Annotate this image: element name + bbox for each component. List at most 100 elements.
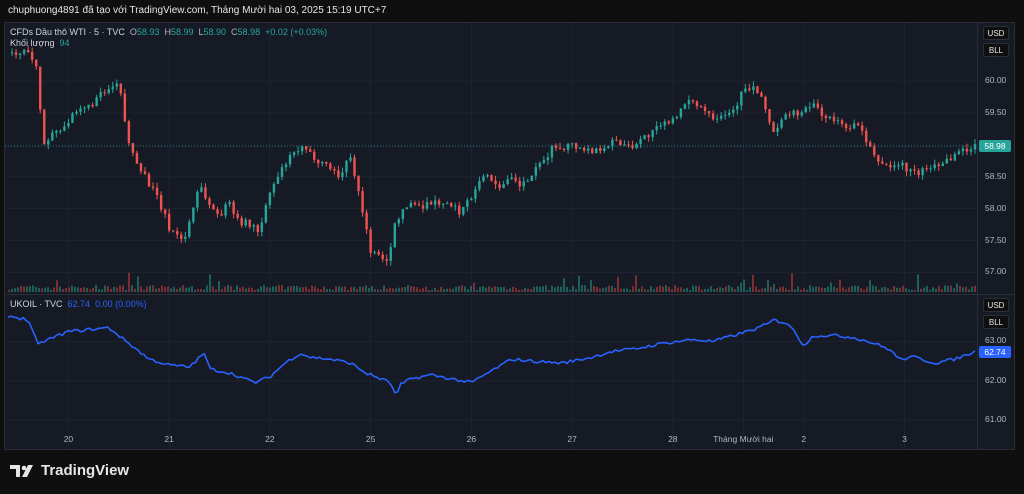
- volume-bar[interactable]: [203, 289, 205, 292]
- candle-body[interactable]: [740, 91, 743, 106]
- volume-bar[interactable]: [398, 287, 400, 292]
- volume-bar[interactable]: [725, 286, 727, 292]
- candle-body[interactable]: [558, 147, 562, 149]
- volume-bar[interactable]: [68, 287, 70, 292]
- volume-bar[interactable]: [143, 289, 145, 292]
- volume-bar[interactable]: [764, 288, 766, 292]
- candle-body[interactable]: [663, 121, 666, 126]
- volume-bar[interactable]: [545, 285, 547, 292]
- candle-body[interactable]: [639, 139, 642, 145]
- volume-bar[interactable]: [758, 289, 760, 292]
- candle-body[interactable]: [228, 201, 231, 205]
- volume-bar[interactable]: [818, 286, 820, 292]
- candle-body[interactable]: [643, 135, 646, 140]
- candle-body[interactable]: [14, 52, 18, 55]
- volume-bar[interactable]: [776, 289, 778, 292]
- volume-bar[interactable]: [746, 289, 748, 292]
- candle-body[interactable]: [679, 108, 683, 118]
- candle-body[interactable]: [659, 125, 662, 127]
- volume-bar[interactable]: [689, 289, 691, 292]
- candle-body[interactable]: [530, 175, 533, 181]
- volume-bar[interactable]: [791, 273, 793, 292]
- volume-bar[interactable]: [656, 286, 658, 292]
- volume-bar[interactable]: [65, 288, 67, 292]
- volume-bar[interactable]: [386, 288, 388, 292]
- volume-bar[interactable]: [707, 288, 709, 292]
- volume-bar[interactable]: [860, 288, 862, 292]
- candle-body[interactable]: [873, 146, 876, 156]
- volume-bar[interactable]: [71, 285, 73, 292]
- volume-bar[interactable]: [809, 285, 811, 292]
- candle-body[interactable]: [647, 135, 650, 138]
- volume-bar[interactable]: [623, 288, 625, 292]
- volume-bar[interactable]: [806, 289, 808, 292]
- volume-bar[interactable]: [560, 286, 562, 292]
- candle-body[interactable]: [796, 110, 799, 116]
- candle-body[interactable]: [417, 204, 421, 206]
- volume-legend[interactable]: Khối lượng 94: [10, 38, 69, 48]
- candle-body[interactable]: [450, 203, 453, 207]
- candle-body[interactable]: [736, 105, 739, 110]
- candle-body[interactable]: [135, 152, 139, 164]
- candle-body[interactable]: [840, 120, 844, 124]
- volume-bar[interactable]: [215, 289, 217, 292]
- volume-bar[interactable]: [659, 285, 661, 292]
- candle-body[interactable]: [47, 140, 50, 145]
- volume-bar[interactable]: [893, 285, 895, 292]
- candle-body[interactable]: [159, 195, 163, 210]
- volume-bar[interactable]: [74, 286, 76, 292]
- volume-bar[interactable]: [842, 287, 844, 292]
- candle-body[interactable]: [655, 126, 658, 131]
- candle-body[interactable]: [772, 122, 775, 132]
- candle-body[interactable]: [748, 88, 751, 91]
- candle-body[interactable]: [570, 143, 574, 145]
- volume-bar[interactable]: [536, 286, 538, 292]
- volume-bar[interactable]: [647, 289, 649, 292]
- candle-body[interactable]: [732, 109, 735, 113]
- unit-button-bottom[interactable]: BLL: [983, 315, 1009, 329]
- volume-bar[interactable]: [224, 286, 226, 292]
- candle-body[interactable]: [341, 172, 344, 178]
- candle-body[interactable]: [711, 113, 715, 120]
- candle-body[interactable]: [35, 59, 38, 67]
- volume-bar[interactable]: [650, 286, 652, 292]
- candle-body[interactable]: [756, 86, 759, 93]
- volume-bar[interactable]: [683, 288, 685, 292]
- volume-bar[interactable]: [959, 285, 961, 292]
- volume-bar[interactable]: [413, 286, 415, 292]
- candle-body[interactable]: [300, 146, 304, 152]
- candle-body[interactable]: [582, 147, 586, 151]
- candle-body[interactable]: [877, 155, 880, 162]
- candle-body[interactable]: [518, 180, 521, 187]
- candle-body[interactable]: [71, 113, 74, 124]
- volume-bar[interactable]: [35, 287, 37, 292]
- volume-bar[interactable]: [548, 289, 550, 292]
- volume-bar[interactable]: [782, 286, 784, 292]
- candle-body[interactable]: [623, 144, 626, 146]
- volume-bar[interactable]: [464, 286, 466, 292]
- candle-body[interactable]: [232, 201, 235, 214]
- candle-body[interactable]: [224, 204, 227, 216]
- candle-body[interactable]: [83, 107, 86, 109]
- volume-bar[interactable]: [917, 274, 919, 292]
- candle-body[interactable]: [268, 192, 272, 206]
- candle-body[interactable]: [345, 160, 348, 173]
- candle-body[interactable]: [723, 114, 727, 116]
- wti-legend[interactable]: CFDs Dầu thô WTI · 5 · TVC O58.93 H58.99…: [10, 27, 327, 37]
- volume-bar[interactable]: [11, 288, 13, 292]
- candle-body[interactable]: [510, 177, 513, 180]
- volume-bar[interactable]: [905, 288, 907, 292]
- volume-bar[interactable]: [701, 289, 703, 292]
- volume-bar[interactable]: [752, 274, 754, 292]
- volume-bar[interactable]: [743, 279, 745, 292]
- candle-body[interactable]: [804, 107, 807, 113]
- volume-bar[interactable]: [929, 289, 931, 292]
- volume-bar[interactable]: [944, 285, 946, 292]
- candle-body[interactable]: [945, 158, 948, 164]
- volume-bar[interactable]: [731, 287, 733, 292]
- volume-bar[interactable]: [350, 287, 352, 292]
- volume-bar[interactable]: [572, 285, 574, 292]
- volume-bar[interactable]: [20, 285, 22, 292]
- candle-body[interactable]: [595, 148, 598, 154]
